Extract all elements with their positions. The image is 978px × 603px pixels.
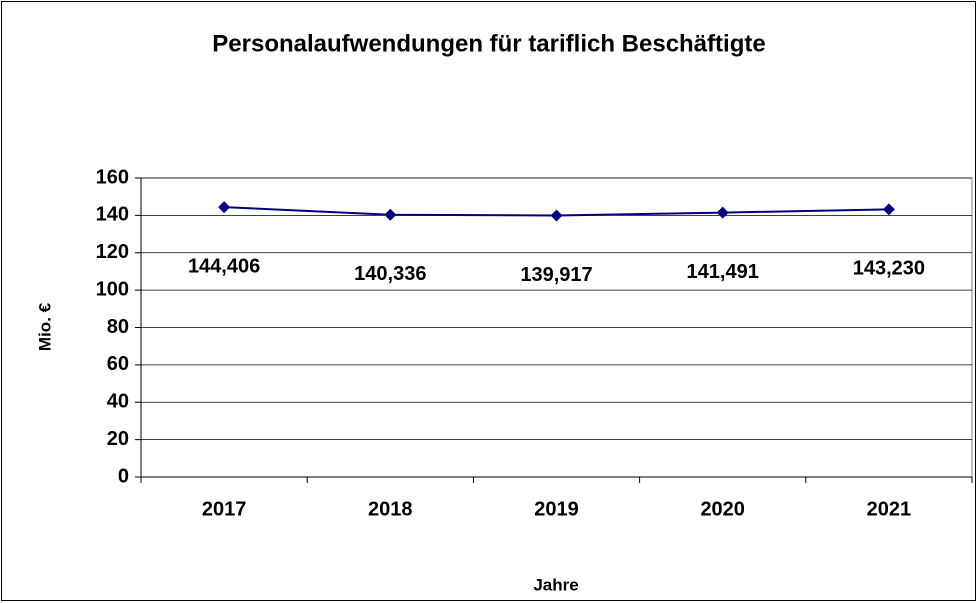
chart-title: Personalaufwendungen für tariflich Besch… [212,30,765,57]
x-tick-label: 2020 [700,498,745,520]
y-tick-label: 120 [96,241,129,263]
y-tick-label: 80 [107,316,129,338]
data-label: 144,406 [188,255,260,277]
y-axis-label: Mio. € [35,302,54,351]
x-axis-label: Jahre [533,575,578,594]
y-tick-label: 40 [107,391,129,413]
marker [218,201,231,214]
data-label: 140,336 [354,263,426,285]
x-tick-label: 2019 [534,498,579,520]
marker [384,208,397,221]
y-tick-label: 160 [96,166,129,188]
marker [882,203,895,216]
data-label: 139,917 [520,264,592,286]
x-tick-label: 2017 [202,498,247,520]
x-tick-label: 2021 [867,498,912,520]
data-label: 143,230 [853,258,925,280]
marker [550,209,563,222]
y-tick-label: 20 [107,428,129,450]
x-tick-label: 2018 [368,498,413,520]
marker [716,206,729,219]
y-tick-label: 140 [96,204,129,226]
y-tick-label: 60 [107,353,129,375]
y-tick-label: 0 [118,465,129,487]
data-label: 141,491 [687,261,759,283]
y-tick-label: 100 [96,278,129,300]
